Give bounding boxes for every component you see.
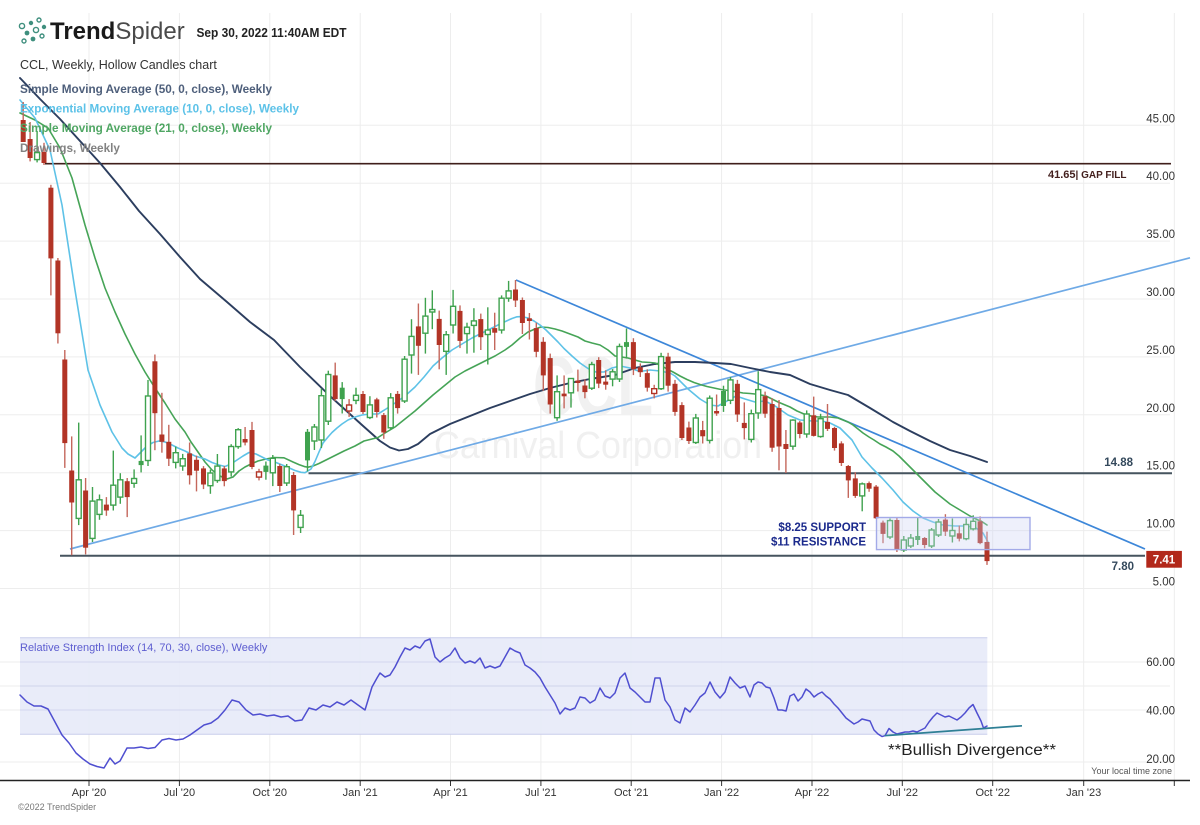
svg-text:Jan '21: Jan '21 (343, 787, 378, 799)
svg-text:45.00: 45.00 (1146, 113, 1175, 125)
svg-text:20.00: 20.00 (1146, 403, 1175, 415)
svg-text:30.00: 30.00 (1146, 287, 1175, 299)
svg-text:5.00: 5.00 (1153, 577, 1175, 589)
svg-text:Jan '23: Jan '23 (1066, 787, 1101, 799)
svg-text:Sep 30, 2022 11:40AM EDT: Sep 30, 2022 11:40AM EDT (197, 26, 347, 40)
svg-text:14.88: 14.88 (1104, 457, 1133, 469)
svg-text:Oct '22: Oct '22 (975, 787, 1010, 799)
svg-text:$8.25 SUPPORT: $8.25 SUPPORT (778, 522, 866, 534)
svg-text:Apr '22: Apr '22 (795, 787, 830, 799)
svg-text:Jul '22: Jul '22 (887, 787, 918, 799)
svg-text:10.00: 10.00 (1146, 519, 1175, 531)
svg-text:60.00: 60.00 (1146, 657, 1175, 669)
svg-text:Jan '22: Jan '22 (704, 787, 739, 799)
svg-text:Simple Moving Average (50, 0,: Simple Moving Average (50, 0, close), We… (20, 82, 272, 96)
svg-text:**Bullish Divergence**: **Bullish Divergence** (888, 742, 1056, 759)
svg-text:25.00: 25.00 (1146, 345, 1175, 357)
svg-text:Jul '20: Jul '20 (164, 787, 195, 799)
svg-text:15.00: 15.00 (1146, 461, 1175, 473)
svg-text:Oct '21: Oct '21 (614, 787, 649, 799)
svg-text:Your local time zone: Your local time zone (1091, 766, 1172, 776)
svg-text:Exponential Moving Average (10: Exponential Moving Average (10, 0, close… (20, 101, 299, 115)
svg-text:Jul '21: Jul '21 (525, 787, 556, 799)
svg-text:20.00: 20.00 (1146, 754, 1175, 766)
svg-text:Oct '20: Oct '20 (253, 787, 288, 799)
svg-text:Simple Moving Average (21, 0,: Simple Moving Average (21, 0, close), We… (20, 121, 272, 135)
svg-text:Relative Strength Index (14, 7: Relative Strength Index (14, 70, 30, clo… (20, 642, 268, 654)
svg-text:7.41: 7.41 (1153, 554, 1176, 566)
svg-text:Apr '21: Apr '21 (433, 787, 468, 799)
svg-text:CCL, Weekly, Hollow Candles ch: CCL, Weekly, Hollow Candles chart (20, 58, 217, 72)
svg-text:7.80: 7.80 (1112, 561, 1134, 573)
svg-text:©2022 TrendSpider: ©2022 TrendSpider (18, 802, 96, 812)
svg-text:35.00: 35.00 (1146, 229, 1175, 241)
svg-text:40.00: 40.00 (1146, 171, 1175, 183)
svg-text:41.65| GAP FILL: 41.65| GAP FILL (1048, 169, 1126, 181)
svg-text:Drawings, Weekly: Drawings, Weekly (20, 141, 120, 155)
svg-text:40.00: 40.00 (1146, 706, 1175, 718)
svg-text:$11 RESISTANCE: $11 RESISTANCE (771, 537, 866, 549)
svg-text:Apr '20: Apr '20 (72, 787, 107, 799)
svg-text:TrendSpider: TrendSpider (50, 18, 185, 45)
